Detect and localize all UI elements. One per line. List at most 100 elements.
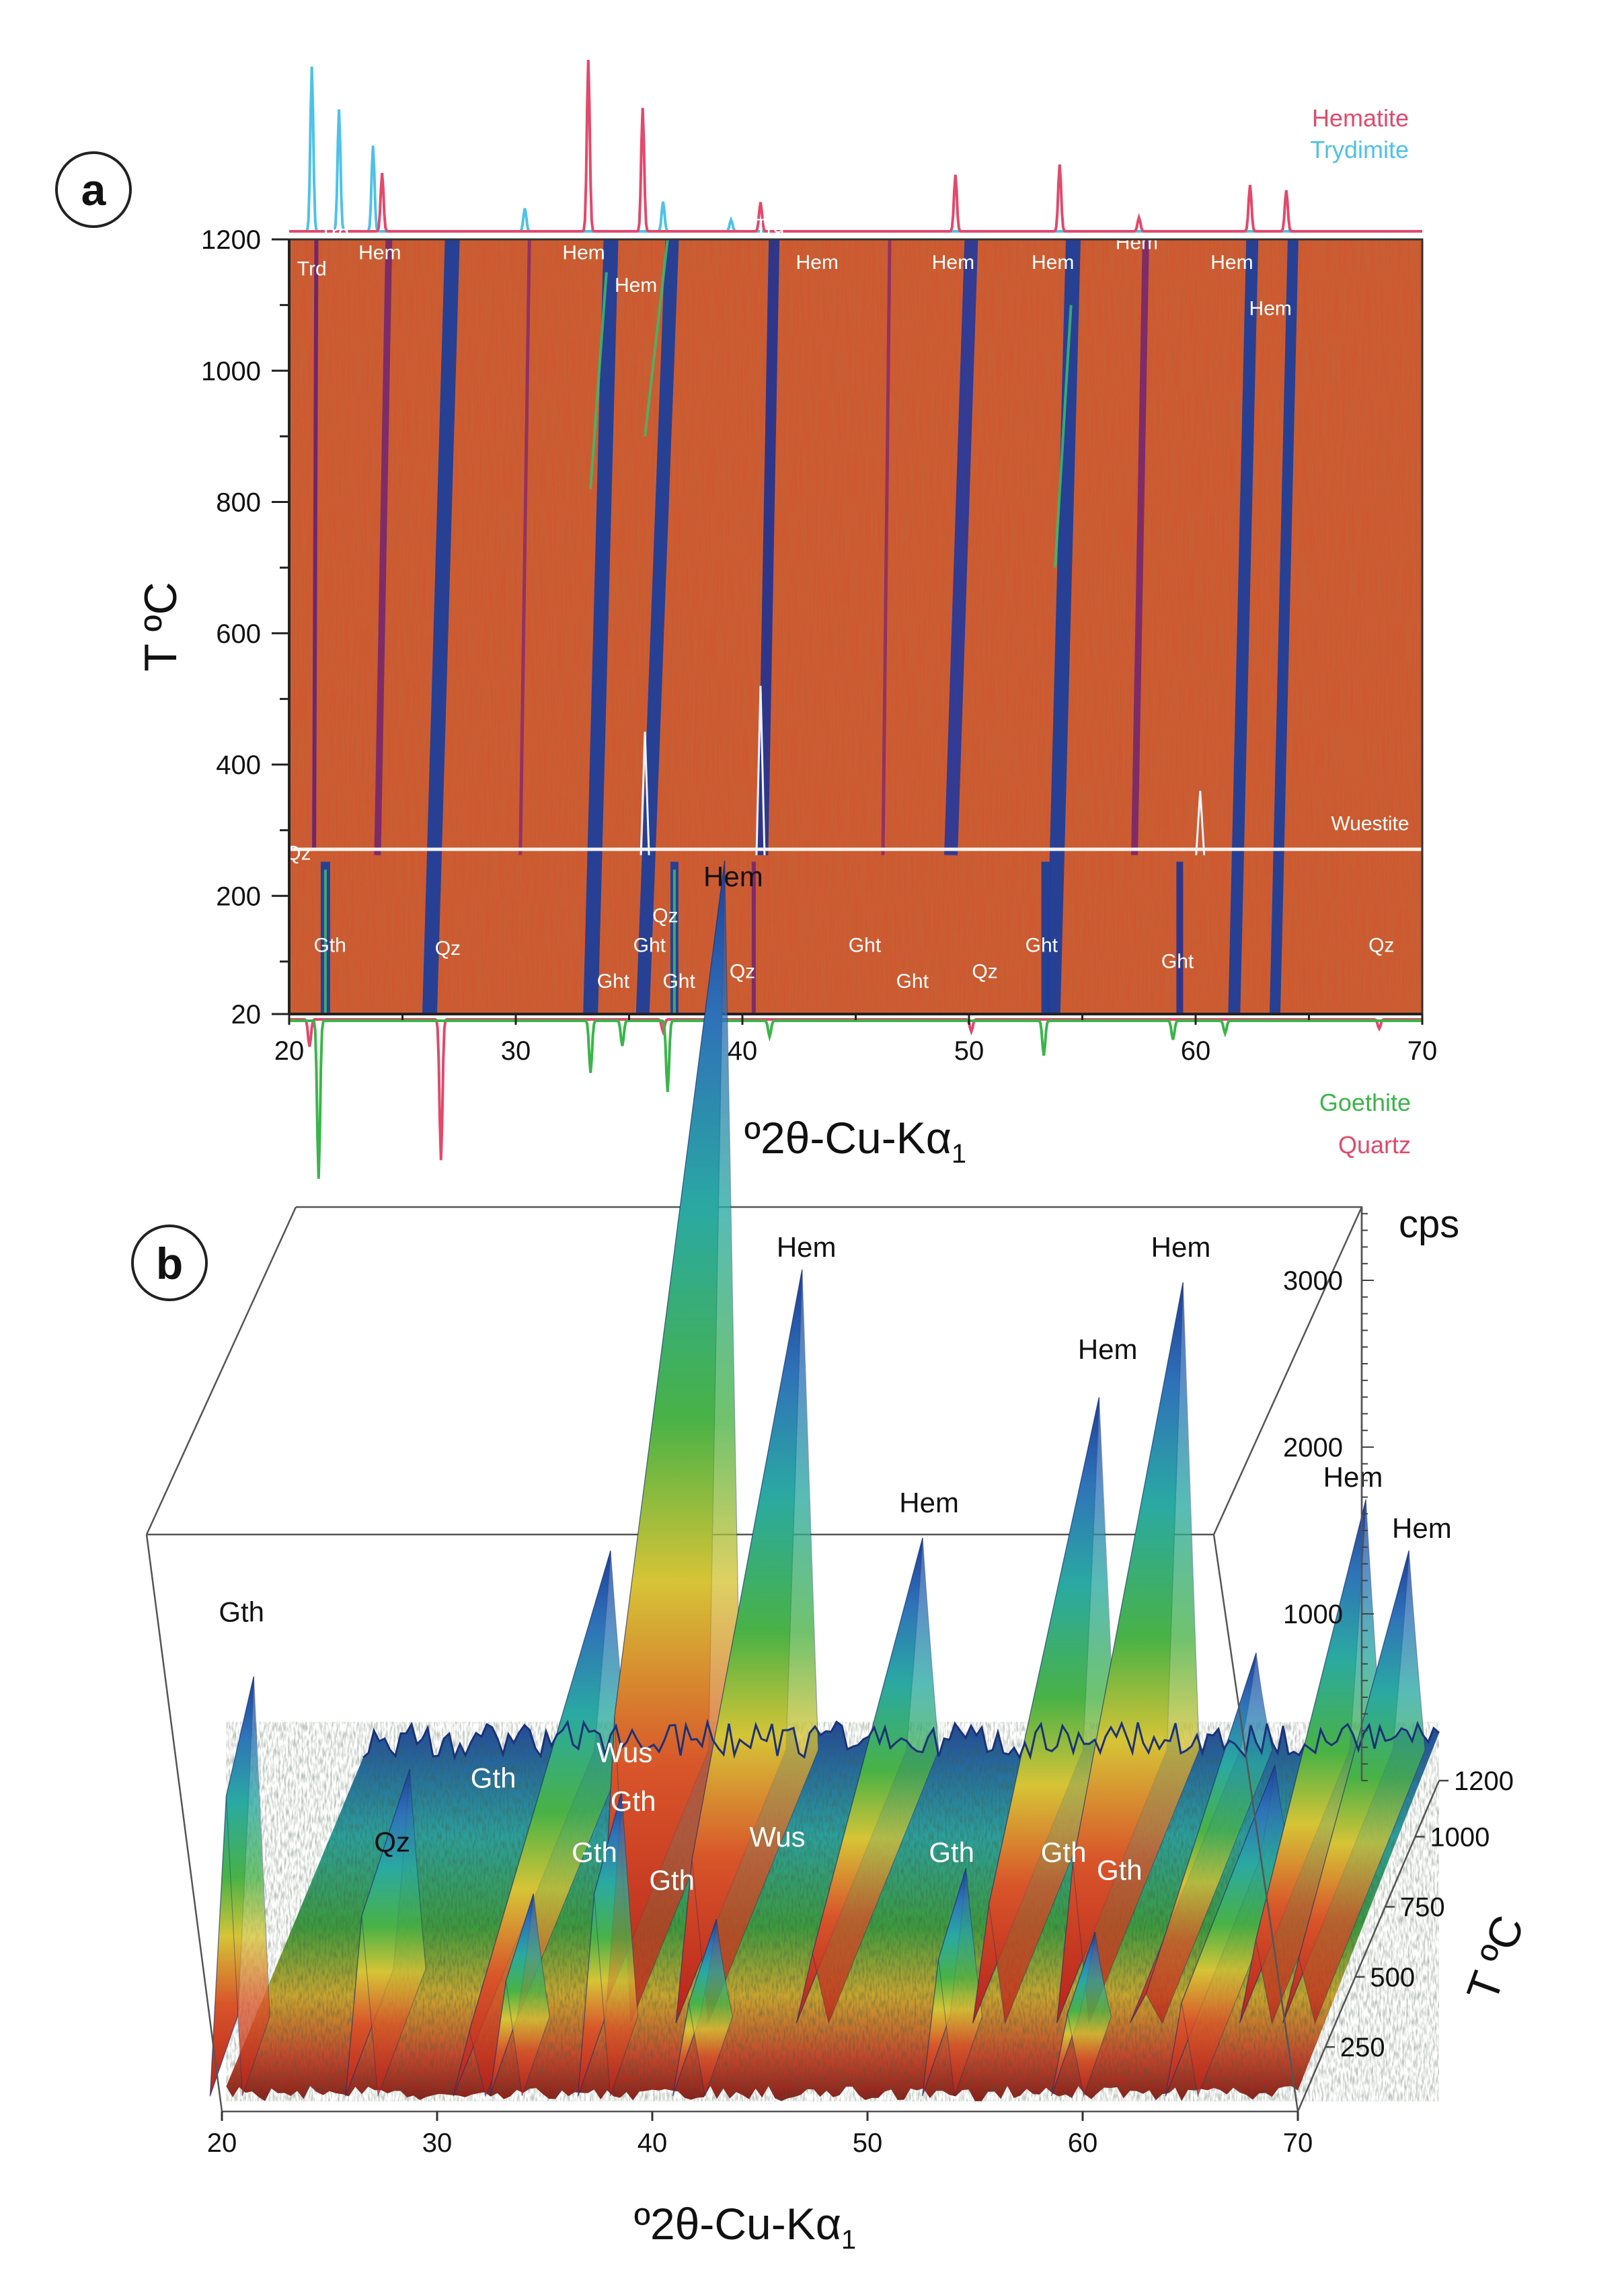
heatmap-band xyxy=(757,239,780,855)
heatmap-label: Trd xyxy=(297,258,327,280)
surface-ridge-shade xyxy=(688,1918,733,2097)
surface-label: Gth xyxy=(649,1865,695,1896)
panel-b-x-tick-label: 60 xyxy=(1068,2128,1098,2158)
hematite-pattern-line xyxy=(289,59,1422,233)
panel-b-x-axis-title-sub: 1 xyxy=(841,2225,856,2255)
panel-a-y-tick-label: 1200 xyxy=(201,225,261,255)
panel-a-x-axis-title: º2θ-Cu-Kα1 xyxy=(744,1113,966,1169)
surface-label: Gth xyxy=(929,1836,974,1868)
heatmap-phase-labels: Trd Trd Hem Hem Hem Trd Hem Hem Hem Hem Hem Hem Wues… xyxy=(285,215,1409,993)
heatmap-wuestite-peak xyxy=(1195,790,1206,855)
heatmap-band xyxy=(422,239,460,1014)
panel-a-x-tick-label: 30 xyxy=(501,1036,531,1066)
panel-b-x-tick-label: 50 xyxy=(853,2128,883,2158)
heatmap-band xyxy=(583,239,619,1014)
surface-label: Gth xyxy=(219,1596,264,1628)
panel-b-x-tick-label: 30 xyxy=(422,2128,453,2158)
surface-ridge-shade xyxy=(1298,1550,1426,2025)
surface-label: Gth xyxy=(1097,1854,1143,1886)
panel-b-x-tick-label: 20 xyxy=(207,2128,237,2158)
panel-a-y-tick-label: 1000 xyxy=(201,356,261,386)
surface-label: Hem xyxy=(899,1487,959,1518)
heatmap-band xyxy=(1045,239,1081,1014)
panel-b-label: b xyxy=(156,1239,183,1288)
surface-label: Hem xyxy=(1151,1231,1211,1263)
panel-a-x-tick-label: 50 xyxy=(954,1036,984,1066)
heatmap-label: Hem xyxy=(562,241,605,264)
panel-b-t-tick-label: 1200 xyxy=(1454,1767,1514,1796)
heatmap-label: Qz xyxy=(730,960,755,982)
heatmap-label: Hem xyxy=(932,251,974,274)
surface-label: Gth xyxy=(611,1785,656,1817)
panel-a-y-tick-label: 600 xyxy=(216,619,261,649)
heatmap-label: Qz xyxy=(435,937,461,960)
surface-ridge-shade xyxy=(225,1676,270,2097)
panel-a-axes: 20 30 40 50 60 70 20 200 400 600 800 1000 1200 xyxy=(201,225,1437,1066)
panel-b-x-axis-title: º2θ-Cu-Kα1 xyxy=(634,2199,856,2255)
heatmap-band xyxy=(635,239,679,1014)
heatmap-label: Hem xyxy=(358,241,401,264)
surface-ridge-shade xyxy=(361,1769,426,2097)
panel-a-badge xyxy=(55,151,132,228)
surface-label: Hem xyxy=(1392,1512,1452,1544)
panel-b-t-axis-title: T ºC xyxy=(1457,1909,1534,2008)
surface-ridge-shade xyxy=(1067,1931,1112,2098)
panel-a-x-tick-label: 20 xyxy=(274,1036,305,1066)
heatmap-band-core xyxy=(589,272,608,490)
surface-label: Gth xyxy=(572,1836,617,1868)
panel-a-x-axis-title-sub: 1 xyxy=(952,1139,966,1169)
heatmap-band xyxy=(518,239,531,855)
heatmap-label: Qz xyxy=(652,904,678,927)
panel-b-t-tick-label: 500 xyxy=(1370,1963,1415,1992)
surface-phase-labels: Hem Hem Hem Hem Hem Hem Hem Gth Qz Gth Wus Gth Gth Gt… xyxy=(219,861,1451,1896)
heatmap-wuestite-peak xyxy=(755,685,766,855)
heatmap-label: Hem xyxy=(1210,251,1253,274)
panel-a-y-axis-title: T ºC xyxy=(135,582,186,671)
heatmap-peak-bands xyxy=(312,239,1299,1014)
panel-b-axes: 20 30 40 50 60 70 1000 2000 3000 250 500 750 1000 120… xyxy=(207,1207,1514,2158)
surface-label: Hem xyxy=(1323,1461,1383,1493)
panel-b-t-tick-label: 250 xyxy=(1340,2033,1385,2062)
surface-ridge-shade xyxy=(1072,1282,1200,2024)
heatmap-label: Ght xyxy=(597,970,630,993)
surface-ridge-shade xyxy=(1145,1652,1273,2025)
panel-a-y-tick-label: 20 xyxy=(231,1000,262,1030)
heatmap-label: Ght xyxy=(662,970,695,993)
surface-label: Gth xyxy=(471,1762,516,1794)
panel-a-y-tick-label: 400 xyxy=(216,750,261,780)
panel-b-x-tick-label: 40 xyxy=(637,2128,668,2158)
panel-b-badge xyxy=(131,1225,208,1301)
panel-b-z-axis-title: cps xyxy=(1399,1202,1459,1246)
heatmap-band-core xyxy=(644,239,669,437)
panel-b-x-tick-label: 70 xyxy=(1283,2128,1313,2158)
heatmap-band xyxy=(374,239,393,855)
panel-a-y-tick-label: 200 xyxy=(216,882,261,911)
panel-b-z-tick-label: 2000 xyxy=(1283,1433,1343,1463)
surface-label: Hem xyxy=(703,861,763,892)
heatmap-band xyxy=(312,239,319,849)
heatmap-label: Ght xyxy=(1026,934,1058,956)
surface-back-rim xyxy=(362,1718,1440,1761)
surface-ridge-shade xyxy=(505,1893,550,2097)
surface xyxy=(209,860,1440,2101)
heatmap-label: Qz xyxy=(1368,934,1394,956)
surface-label: Wus xyxy=(749,1821,805,1853)
box-wireframe-front xyxy=(145,1534,1440,2113)
heatmap-band-core xyxy=(1054,305,1073,568)
heatmap-label: Qz xyxy=(972,960,997,982)
heatmap-label: Ght xyxy=(633,934,666,956)
heatmap-band xyxy=(1269,239,1299,1014)
panel-a-x-tick-label: 70 xyxy=(1407,1036,1438,1066)
legend-quartz: Quartz xyxy=(1338,1131,1411,1159)
heatmap-label: Trd xyxy=(319,222,349,244)
heatmap-band xyxy=(944,239,978,856)
top-reference-pattern xyxy=(289,59,1422,233)
panel-b-x-axis-title-main: º2θ-Cu-Kα xyxy=(634,2199,841,2249)
heatmap-band xyxy=(1228,239,1259,1014)
heatmap-label: Hem xyxy=(1032,251,1074,274)
panel-a-label: a xyxy=(81,165,107,215)
heatmap-band xyxy=(881,239,892,855)
surface-label: Hem xyxy=(1078,1333,1138,1365)
heatmap-label: Ght xyxy=(896,970,929,993)
heatmap-label: Ght xyxy=(1161,951,1194,973)
